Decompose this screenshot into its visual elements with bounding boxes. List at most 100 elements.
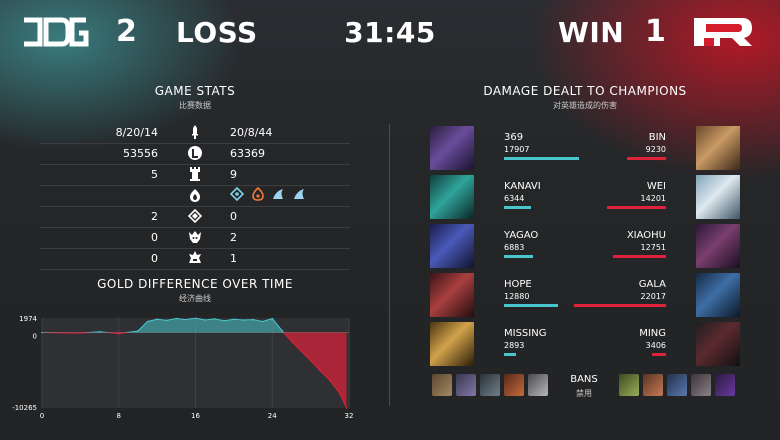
- gold-lead-area-right: [42, 332, 347, 408]
- game-stats-title: GAME STATS: [154, 84, 236, 98]
- gold-data-point: [79, 332, 82, 334]
- damage-row: YAGAO 6883 XIAOHU 12751: [430, 224, 740, 268]
- ban-champion-icon: [456, 374, 476, 396]
- ban-champion-icon: [528, 374, 548, 396]
- ban-champion-icon: [504, 374, 524, 396]
- stat-row-gold: 53556 63369: [40, 143, 350, 165]
- bans-sublabel: 禁用: [576, 389, 592, 398]
- damage-subtitle: 对英雄造成的伤害: [553, 101, 617, 110]
- ban-champion-icon: [432, 374, 452, 396]
- jdg-logo: [24, 17, 89, 47]
- champion-portrait: [696, 273, 740, 317]
- right-team-score: 1: [645, 14, 667, 49]
- gold-data-point: [204, 319, 206, 321]
- stat-row-baron: 0 2: [40, 227, 350, 249]
- gold-data-point: [300, 350, 302, 352]
- champion-portrait: [430, 273, 474, 317]
- champion-portrait: [696, 126, 740, 170]
- x-axis-tick-label: 8: [117, 412, 121, 420]
- stat-right-value: 2: [230, 231, 237, 244]
- right-player-damage: 3406: [645, 341, 666, 350]
- y-axis-top-label: 1974: [19, 315, 37, 323]
- herald-icon: [182, 208, 208, 224]
- right-player-damage: 9230: [645, 145, 666, 154]
- x-axis-tick-label: 16: [191, 412, 200, 420]
- champion-portrait: [430, 224, 474, 268]
- stat-row-kda: 8/20/14 20/8/44: [40, 122, 350, 144]
- champion-portrait: [696, 175, 740, 219]
- stat-right-value: 9: [230, 168, 237, 181]
- left-player-damage: 6883: [504, 243, 525, 252]
- right-damage-bar: [613, 255, 666, 258]
- dragon-icon: [182, 187, 208, 203]
- gold-data-point: [338, 392, 341, 394]
- stat-left-value: 0: [151, 231, 158, 244]
- right-player-name: XIAOHU: [626, 230, 666, 241]
- right-player-damage: 12751: [640, 243, 666, 252]
- gold-data-point: [242, 319, 245, 321]
- elder-icon: [182, 250, 208, 266]
- gold-data-point: [290, 340, 293, 343]
- gold-data-point: [185, 318, 187, 321]
- cloud-drake-icon: [229, 186, 245, 202]
- left-damage-bar: [504, 157, 579, 160]
- stat-left-value: 53556: [123, 147, 158, 160]
- stat-row-dragons: [40, 185, 350, 207]
- right-player-name: WEI: [646, 181, 666, 192]
- gold-data-point: [60, 332, 62, 334]
- gold-data-point: [98, 331, 101, 333]
- gold-line-negative: [42, 332, 348, 408]
- stat-right-value: 1: [230, 252, 237, 265]
- stat-row-elder: 0 1: [40, 248, 350, 270]
- damage-row: MISSING 2893 MING 3406: [430, 322, 740, 366]
- stat-row-herald: 2 0: [40, 206, 350, 228]
- stat-left-value: 5: [151, 168, 158, 181]
- right-damage-bar: [652, 353, 666, 356]
- left-team-score: 2: [116, 14, 138, 49]
- gold-diff-subtitle: 经济曲线: [179, 294, 211, 303]
- left-player-name: KANAVI: [504, 181, 541, 192]
- left-player-damage: 2893: [504, 341, 525, 350]
- right-damage-bar: [627, 157, 666, 160]
- ban-champion-icon: [667, 374, 687, 396]
- ocean-drake-icon: [273, 189, 283, 199]
- left-damage-bar: [504, 255, 533, 258]
- stat-right-value: 20/8/44: [230, 126, 273, 139]
- right-player-name: GALA: [638, 279, 666, 290]
- champion-portrait: [430, 322, 474, 366]
- stat-left-value: 0: [151, 252, 158, 265]
- x-axis-tick-label: 32: [345, 412, 354, 420]
- right-player-damage: 14201: [640, 194, 666, 203]
- left-damage-bar: [504, 353, 516, 356]
- rng-logo: [694, 18, 752, 46]
- ban-champion-icon: [619, 374, 639, 396]
- bans-label: BANS: [570, 374, 598, 385]
- right-player-damage: 22017: [640, 292, 666, 301]
- stat-left-value: 8/20/14: [115, 126, 158, 139]
- left-player-name: YAGAO: [504, 230, 539, 241]
- section-divider: [389, 124, 390, 406]
- left-player-name: MISSING: [504, 328, 547, 339]
- gold-data-point: [329, 379, 331, 382]
- left-team-result: LOSS: [176, 16, 258, 49]
- left-damage-bar: [504, 304, 558, 307]
- gold-data-point: [165, 319, 168, 322]
- baron-icon: [182, 229, 208, 245]
- infernal-drake-icon: [251, 186, 264, 201]
- game-time: 31:45: [344, 16, 436, 49]
- left-player-name: 369: [504, 132, 524, 143]
- gold-data-point: [41, 331, 43, 334]
- champion-portrait: [696, 322, 740, 366]
- left-player-name: HOPE: [504, 279, 532, 290]
- gold-data-point: [156, 318, 158, 321]
- gold-lead-area-left: [42, 318, 284, 333]
- damage-title: DAMAGE DEALT TO CHAMPIONS: [483, 84, 687, 98]
- ban-champion-icon: [715, 374, 735, 396]
- gold-data-point: [118, 332, 120, 335]
- damage-row: 369 17907 BIN 9230: [430, 126, 740, 170]
- ban-champion-icon: [691, 374, 711, 396]
- ocean-drake-icon: [293, 189, 304, 199]
- gold-line-positive: [42, 318, 285, 333]
- stat-right-value: 0: [230, 210, 237, 223]
